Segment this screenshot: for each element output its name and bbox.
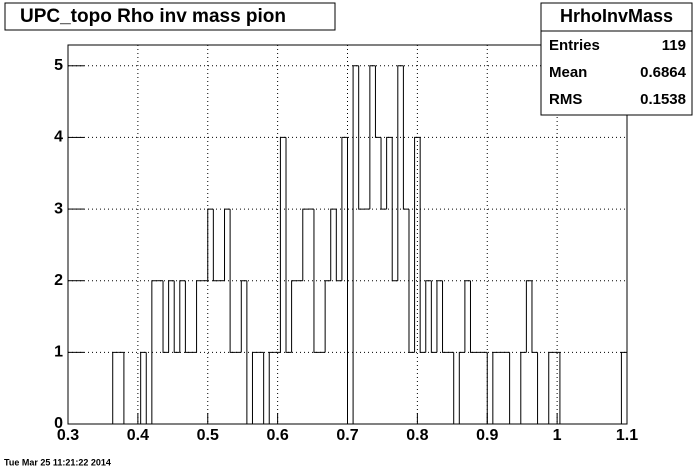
x-tick-label: 0.3 bbox=[57, 427, 79, 444]
x-tick-label: 0.6 bbox=[267, 427, 289, 444]
histogram-bin bbox=[123, 352, 130, 425]
histogram-bin bbox=[620, 351, 628, 424]
histogram-bin bbox=[548, 351, 555, 424]
histogram-bin bbox=[464, 280, 471, 353]
histogram-bin bbox=[268, 351, 275, 424]
histogram-bin bbox=[486, 352, 493, 425]
histogram-bin bbox=[408, 209, 415, 353]
histogram-bin bbox=[240, 280, 247, 353]
histogram-bin bbox=[525, 280, 532, 353]
histogram-bin bbox=[352, 65, 359, 424]
histogram-bin bbox=[414, 136, 421, 353]
histogram-bin bbox=[140, 351, 147, 424]
histogram-bin bbox=[184, 280, 191, 353]
x-tick-label: 0.7 bbox=[336, 427, 358, 444]
histogram-bin bbox=[162, 280, 169, 353]
histogram-bin bbox=[179, 280, 186, 353]
histogram-bin bbox=[397, 65, 404, 281]
stats-label: Mean bbox=[549, 64, 587, 81]
histogram-bin bbox=[391, 137, 398, 282]
histogram-bin bbox=[285, 137, 292, 353]
x-tick-label: 0.8 bbox=[406, 427, 428, 444]
stats-value: 0.1538 bbox=[640, 91, 686, 108]
histogram-bin bbox=[279, 136, 287, 353]
histogram-bin bbox=[224, 208, 231, 281]
y-tick-label: 0 bbox=[54, 415, 63, 432]
x-tick-label: 0.9 bbox=[476, 427, 498, 444]
histogram-bin bbox=[263, 352, 270, 425]
x-tick-label: 1.1 bbox=[616, 427, 638, 444]
histogram-bin bbox=[380, 137, 387, 210]
histogram-bin bbox=[145, 352, 152, 425]
histogram-bin bbox=[386, 136, 393, 210]
histogram-bin bbox=[291, 280, 298, 353]
timestamp: Tue Mar 25 11:21:22 2014 bbox=[4, 457, 111, 467]
x-tick-label: 1 bbox=[553, 427, 562, 444]
x-tick-label: 0.5 bbox=[197, 427, 219, 444]
title-box bbox=[4, 2, 336, 31]
histogram-bin bbox=[453, 352, 460, 425]
histogram-bin bbox=[246, 280, 253, 425]
y-tick-label: 3 bbox=[54, 200, 63, 217]
stats-label: Entries bbox=[549, 37, 600, 54]
histogram-bin bbox=[112, 351, 119, 424]
histogram-bin bbox=[492, 351, 499, 424]
histogram-bin bbox=[341, 136, 348, 281]
histogram-bin bbox=[425, 280, 432, 353]
histogram-bin bbox=[207, 208, 214, 281]
histogram-bin bbox=[347, 137, 354, 425]
histogram-bin bbox=[430, 280, 437, 353]
histogram-bin bbox=[313, 209, 320, 353]
histogram-bin bbox=[369, 65, 376, 210]
histogram-bin bbox=[419, 137, 426, 353]
stats-label: RMS bbox=[549, 91, 582, 108]
y-tick-label: 1 bbox=[54, 344, 63, 361]
histogram-bin bbox=[559, 352, 566, 425]
histogram-bin bbox=[168, 280, 175, 353]
histogram-bin bbox=[229, 209, 236, 353]
histogram-bin bbox=[335, 209, 342, 282]
chart-title: UPC_topo Rho inv mass pion bbox=[20, 6, 286, 27]
histogram-bin bbox=[469, 280, 477, 353]
histogram-bin bbox=[330, 208, 337, 281]
y-tick-label: 2 bbox=[54, 272, 63, 289]
histogram-bin bbox=[324, 280, 331, 353]
stats-box bbox=[540, 2, 693, 116]
x-tick-label: 0.4 bbox=[127, 427, 149, 444]
histogram-bin bbox=[151, 280, 158, 424]
y-tick-label: 4 bbox=[54, 129, 63, 146]
y-tick-label: 5 bbox=[54, 57, 63, 74]
histogram-bin bbox=[196, 280, 203, 353]
histogram-bin bbox=[251, 351, 259, 424]
histogram-bin bbox=[509, 352, 516, 425]
histogram-bin bbox=[436, 280, 443, 353]
histogram-bin bbox=[537, 352, 544, 425]
histogram-bin bbox=[520, 351, 527, 424]
histogram-bin bbox=[374, 65, 382, 138]
stats-value: 0.6864 bbox=[640, 64, 687, 81]
histogram-bin bbox=[302, 208, 309, 281]
stats-value: 119 bbox=[662, 37, 686, 54]
histogram-bin bbox=[442, 280, 449, 353]
histogram-bin bbox=[531, 280, 538, 353]
histogram-bin bbox=[212, 209, 219, 282]
histogram-bin bbox=[458, 351, 465, 424]
histogram-bin bbox=[173, 280, 180, 353]
histogram-bin bbox=[402, 65, 409, 210]
histogram-bin bbox=[358, 65, 365, 210]
stats-title: HrhoInvMass bbox=[560, 6, 673, 26]
